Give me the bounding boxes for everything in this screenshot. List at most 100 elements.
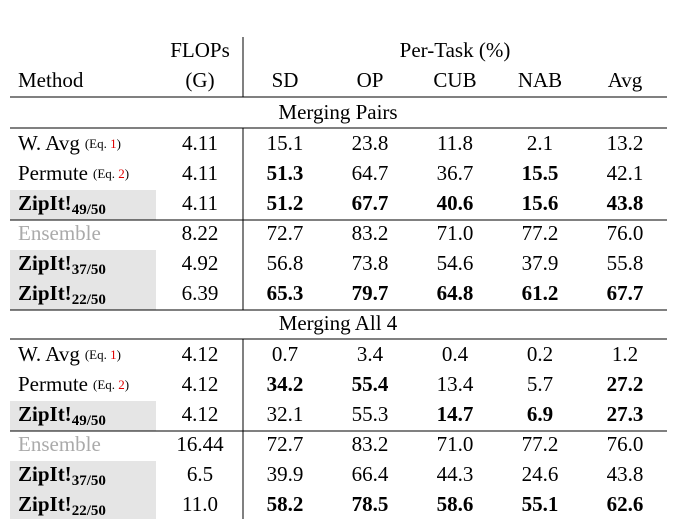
method-name: ZipIt! [18, 281, 72, 305]
task-cell: 27.2 [607, 372, 644, 396]
method-name: ZipIt! [18, 402, 72, 426]
method-name: Permute [18, 372, 88, 396]
task-cell: 77.2 [522, 221, 559, 245]
method-cell: ZipIt!37/50 [18, 251, 106, 279]
method-highlight [10, 250, 156, 280]
task-cell: 55.1 [522, 492, 559, 516]
task-cell: 67.7 [352, 191, 389, 215]
method-highlight [10, 461, 156, 491]
method-highlight [10, 401, 156, 431]
task-cell: 15.5 [522, 161, 559, 185]
flops-cell: 4.11 [182, 131, 218, 155]
flops-cell: 6.5 [187, 462, 213, 486]
method-note: ) [125, 166, 129, 181]
method-cell: Ensemble [18, 221, 101, 245]
method-cell: Permute (Eq. 2) [18, 161, 129, 185]
method-ref: 1 [110, 136, 117, 151]
method-name: ZipIt! [18, 191, 72, 215]
method-ref: 2 [118, 377, 125, 392]
header-task: SD [272, 68, 299, 92]
task-cell: 76.0 [607, 432, 644, 456]
task-cell: 73.8 [352, 251, 389, 275]
header-task: OP [357, 68, 384, 92]
flops-cell: 4.12 [182, 342, 219, 366]
header-task: CUB [433, 68, 476, 92]
method-cell: W. Avg (Eq. 1) [18, 342, 121, 366]
task-cell: 83.2 [352, 432, 389, 456]
task-cell: 3.4 [357, 342, 384, 366]
task-cell: 55.8 [607, 251, 644, 275]
task-cell: 14.7 [437, 402, 474, 426]
header-task: NAB [518, 68, 562, 92]
method-note: (Eq. [93, 377, 118, 392]
task-cell: 66.4 [352, 462, 389, 486]
method-name: ZipIt! [18, 492, 72, 516]
method-note: ) [125, 377, 129, 392]
task-cell: 76.0 [607, 221, 644, 245]
task-cell: 83.2 [352, 221, 389, 245]
method-subscript: 37/50 [72, 262, 106, 278]
flops-cell: 16.44 [176, 432, 224, 456]
flops-cell: 4.11 [182, 161, 218, 185]
header-per-task: Per-Task (%) [400, 38, 511, 62]
method-name: Ensemble [18, 221, 101, 245]
task-cell: 71.0 [437, 221, 474, 245]
flops-cell: 6.39 [182, 281, 219, 305]
method-highlight [10, 491, 156, 519]
task-cell: 13.2 [607, 131, 644, 155]
method-note: ) [117, 347, 121, 362]
method-cell: ZipIt!37/50 [18, 462, 106, 490]
task-cell: 61.2 [522, 281, 559, 305]
header-flops-unit: (G) [185, 68, 214, 92]
task-cell: 2.1 [527, 131, 553, 155]
flops-cell: 4.12 [182, 402, 219, 426]
method-cell: ZipIt!22/50 [18, 492, 106, 519]
task-cell: 44.3 [437, 462, 474, 486]
task-cell: 72.7 [267, 432, 304, 456]
method-name: Permute [18, 161, 88, 185]
task-cell: 55.4 [352, 372, 389, 396]
header-flops: FLOPs [170, 38, 230, 62]
task-cell: 62.6 [607, 492, 644, 516]
method-note: ) [117, 136, 121, 151]
method-name: W. Avg [18, 342, 80, 366]
method-subscript: 22/50 [72, 292, 106, 308]
method-cell: W. Avg (Eq. 1) [18, 131, 121, 155]
task-cell: 24.6 [522, 462, 559, 486]
task-cell: 43.8 [607, 191, 644, 215]
section-title: Merging Pairs [278, 100, 397, 124]
task-cell: 55.3 [352, 402, 389, 426]
section-title: Merging All 4 [279, 311, 398, 335]
method-subscript: 37/50 [72, 473, 106, 489]
method-note: (Eq. [85, 347, 110, 362]
method-cell: ZipIt!49/50 [18, 402, 106, 430]
method-highlight [10, 190, 156, 220]
task-cell: 11.8 [437, 131, 473, 155]
task-cell: 39.9 [267, 462, 304, 486]
method-cell: Ensemble [18, 432, 101, 456]
method-note: (Eq. [93, 166, 118, 181]
task-cell: 5.7 [527, 372, 553, 396]
method-name: Ensemble [18, 432, 101, 456]
task-cell: 0.2 [527, 342, 553, 366]
method-cell: ZipIt!49/50 [18, 191, 106, 219]
flops-cell: 4.11 [182, 191, 218, 215]
flops-cell: 8.22 [182, 221, 219, 245]
task-cell: 51.3 [267, 161, 304, 185]
task-cell: 54.6 [437, 251, 474, 275]
task-cell: 32.1 [267, 402, 304, 426]
task-cell: 0.4 [442, 342, 469, 366]
task-cell: 78.5 [352, 492, 389, 516]
method-subscript: 49/50 [72, 202, 106, 218]
flops-cell: 4.92 [182, 251, 219, 275]
task-cell: 58.2 [267, 492, 304, 516]
task-cell: 37.9 [522, 251, 559, 275]
task-cell: 42.1 [607, 161, 644, 185]
task-cell: 64.7 [352, 161, 389, 185]
task-cell: 43.8 [607, 462, 644, 486]
task-cell: 36.7 [437, 161, 474, 185]
task-cell: 15.1 [267, 131, 304, 155]
task-cell: 72.7 [267, 221, 304, 245]
task-cell: 40.6 [437, 191, 474, 215]
method-ref: 2 [118, 166, 125, 181]
